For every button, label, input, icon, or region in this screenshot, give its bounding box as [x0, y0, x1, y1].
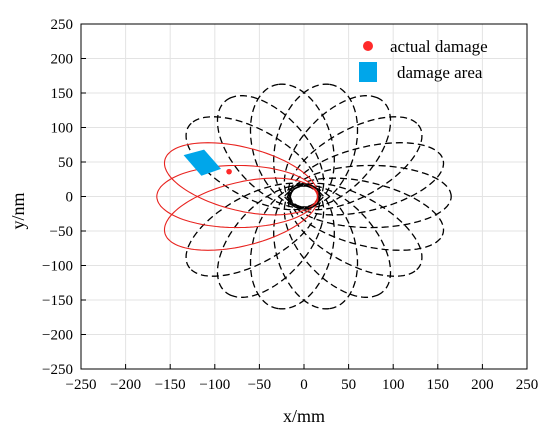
inner-circle — [287, 183, 321, 210]
dashed-ellipse — [216, 184, 325, 298]
legend: actual damage damage area — [359, 37, 488, 82]
x-tick-label: −200 — [110, 377, 141, 393]
ellipse-curves — [156, 83, 452, 310]
legend-damage-area-label: damage area — [397, 63, 483, 82]
dashed-ellipse — [249, 83, 335, 208]
x-axis-title: x/mm — [283, 406, 325, 426]
dashed-ellipse — [287, 182, 423, 277]
y-tick-label: −200 — [42, 328, 73, 344]
x-tick-label: −50 — [248, 377, 271, 393]
dashed-ellipse — [289, 177, 445, 251]
dashed-ellipse — [185, 182, 321, 277]
red-ellipse — [163, 177, 319, 251]
dashed-ellipse — [249, 185, 335, 310]
damage-area-layer — [183, 149, 221, 176]
y-tick-label: −50 — [50, 224, 73, 240]
dashed-ellipse — [283, 95, 392, 209]
dashed-ellipse — [287, 116, 423, 211]
x-tick-label: −100 — [199, 377, 230, 393]
actual-damage-layer — [226, 168, 232, 175]
actual-damage-point — [226, 168, 232, 175]
dashed-ellipse — [273, 83, 359, 208]
x-tick-label: 150 — [427, 377, 450, 393]
x-tick-label: 50 — [341, 377, 356, 393]
damage-area — [183, 149, 221, 176]
y-tick-label: 150 — [51, 86, 74, 102]
x-tick-label: 0 — [300, 377, 308, 393]
tick-labels: −250 −200 −150 −100 −50 0 50 100 150 200 250 250 200… — [42, 17, 538, 393]
x-tick-label: 200 — [471, 377, 494, 393]
y-tick-label: 200 — [51, 52, 74, 68]
inner-circle-layer — [287, 183, 321, 210]
y-axis-title: y/nm — [8, 192, 28, 229]
y-tick-label: 50 — [58, 155, 73, 171]
legend-actual-damage-label: actual damage — [390, 37, 488, 56]
x-tick-label: −150 — [155, 377, 186, 393]
legend-actual-damage-marker — [363, 41, 373, 51]
dashed-ellipse — [273, 185, 359, 310]
plot-area-frame — [80, 23, 528, 370]
x-tick-label: 250 — [516, 377, 539, 393]
y-tick-label: 100 — [51, 121, 74, 137]
plot-frame — [80, 23, 528, 370]
x-tick-label: −250 — [66, 377, 97, 393]
y-tick-label: −150 — [42, 293, 73, 309]
y-tick-label: 250 — [51, 17, 74, 33]
legend-damage-area-marker — [359, 62, 377, 82]
y-tick-label: −100 — [42, 259, 73, 275]
x-tick-label: 100 — [382, 377, 405, 393]
y-tick-label: 0 — [66, 190, 74, 206]
y-tick-label: −250 — [42, 362, 73, 378]
